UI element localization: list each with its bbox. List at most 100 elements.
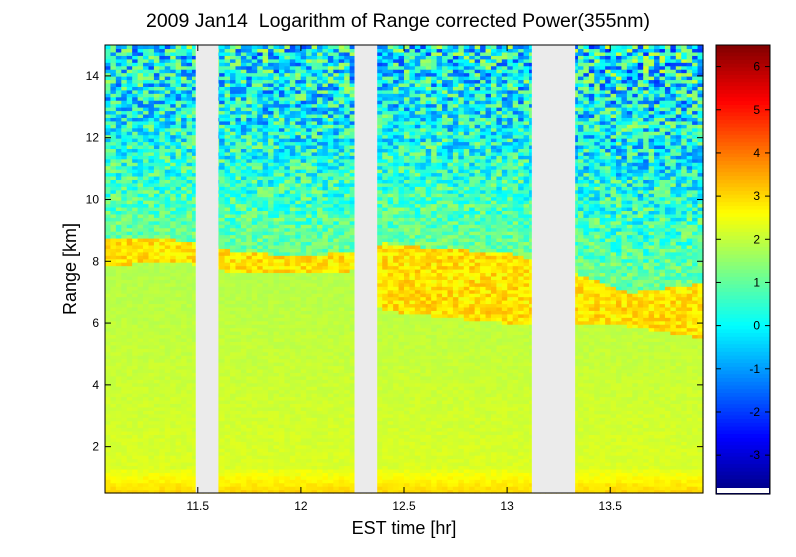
- heatmap-cell: [132, 134, 139, 139]
- heatmap-cell: [126, 182, 133, 187]
- heatmap-cell: [164, 327, 171, 332]
- heatmap-cell: [132, 475, 139, 480]
- heatmap-cell: [224, 265, 231, 270]
- heatmap-cell: [240, 72, 247, 77]
- heatmap-cell: [306, 138, 313, 143]
- heatmap-cell: [219, 186, 226, 191]
- heatmap-cell: [115, 296, 122, 301]
- heatmap-cell: [153, 324, 160, 329]
- heatmap-cell: [230, 138, 237, 143]
- heatmap-cell: [181, 320, 188, 325]
- heatmap-cell: [148, 455, 155, 460]
- heatmap-cell: [143, 93, 150, 98]
- heatmap-cell: [235, 331, 242, 336]
- heatmap-cell: [110, 203, 117, 208]
- heatmap-cell: [137, 76, 144, 81]
- heatmap-cell: [295, 303, 302, 308]
- heatmap-cell: [240, 210, 247, 215]
- heatmap-cell: [300, 237, 307, 243]
- heatmap-cell: [170, 479, 177, 484]
- heatmap-cell: [164, 127, 171, 132]
- heatmap-cell: [137, 51, 144, 56]
- heatmap-cell: [257, 372, 264, 377]
- heatmap-cell: [224, 365, 231, 370]
- heatmap-cell: [257, 393, 264, 398]
- heatmap-cell: [262, 331, 269, 336]
- heatmap-cell: [268, 310, 275, 315]
- heatmap-cell: [121, 468, 128, 473]
- heatmap-cell: [186, 437, 193, 442]
- heatmap-cell: [273, 224, 280, 229]
- heatmap-cell: [246, 482, 253, 487]
- heatmap-cell: [110, 265, 117, 270]
- heatmap-cell: [224, 275, 231, 280]
- heatmap-cell: [219, 334, 226, 339]
- heatmap-cell: [300, 289, 307, 294]
- heatmap-cell: [240, 461, 247, 467]
- heatmap-cell: [105, 351, 112, 356]
- heatmap-cell: [268, 262, 275, 267]
- heatmap-cell: [126, 334, 133, 339]
- heatmap-cell: [224, 217, 231, 222]
- heatmap-cell: [143, 341, 150, 346]
- heatmap-cell: [105, 327, 112, 332]
- heatmap-cell: [306, 282, 313, 287]
- heatmap-cell: [126, 458, 133, 463]
- heatmap-cell: [295, 224, 302, 229]
- heatmap-cell: [251, 200, 258, 205]
- heatmap-cell: [137, 58, 144, 63]
- heatmap-cell: [251, 396, 258, 401]
- heatmap-cell: [186, 427, 193, 432]
- heatmap-cell: [235, 393, 242, 398]
- heatmap-cell: [153, 213, 160, 218]
- heatmap-cell: [284, 69, 291, 74]
- heatmap-cell: [137, 306, 144, 311]
- heatmap-cell: [224, 320, 231, 325]
- heatmap-cell: [175, 317, 182, 322]
- heatmap-cell: [126, 403, 133, 408]
- heatmap-cell: [105, 430, 112, 436]
- heatmap-cell: [126, 120, 133, 125]
- heatmap-cell: [121, 155, 128, 160]
- heatmap-cell: [153, 69, 160, 74]
- heatmap-cell: [105, 203, 112, 208]
- heatmap-cell: [126, 141, 133, 146]
- heatmap-cell: [219, 282, 226, 287]
- heatmap-cell: [115, 313, 122, 318]
- heatmap-cell: [289, 55, 296, 60]
- heatmap-cell: [110, 189, 117, 194]
- heatmap-cell: [110, 362, 117, 367]
- heatmap-cell: [181, 124, 188, 129]
- heatmap-cell: [224, 468, 231, 473]
- heatmap-cell: [300, 444, 307, 449]
- heatmap-cell: [295, 251, 302, 256]
- heatmap-cell: [186, 210, 193, 215]
- heatmap-cell: [224, 169, 231, 174]
- heatmap-cell: [289, 175, 296, 180]
- heatmap-cell: [170, 468, 177, 473]
- heatmap-cell: [143, 131, 150, 136]
- heatmap-cell: [284, 55, 291, 60]
- heatmap-cell: [251, 162, 258, 167]
- heatmap-cell: [240, 437, 247, 442]
- heatmap-cell: [278, 138, 285, 143]
- heatmap-cell: [175, 341, 182, 346]
- heatmap-cell: [181, 475, 188, 480]
- heatmap-cell: [132, 241, 139, 246]
- heatmap-cell: [132, 317, 139, 322]
- heatmap-cell: [235, 231, 242, 236]
- heatmap-cell: [284, 341, 291, 346]
- heatmap-cell: [132, 258, 139, 263]
- heatmap-cell: [278, 210, 285, 215]
- heatmap-cell: [132, 55, 139, 60]
- heatmap-cell: [121, 144, 128, 149]
- heatmap-cell: [132, 451, 139, 456]
- heatmap-cell: [132, 389, 139, 394]
- heatmap-cell: [273, 406, 280, 411]
- heatmap-cell: [306, 465, 313, 470]
- heatmap-cell: [300, 424, 307, 429]
- heatmap-cell: [121, 275, 128, 280]
- heatmap-cell: [121, 262, 128, 267]
- heatmap-cell: [105, 334, 112, 339]
- heatmap-cell: [126, 169, 133, 174]
